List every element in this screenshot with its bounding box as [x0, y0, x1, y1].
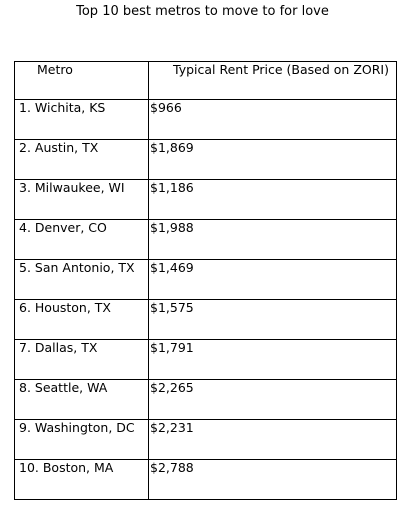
metro-cell: 3. Milwaukee, WI: [14, 179, 149, 220]
metro-cell: 1. Wichita, KS: [14, 99, 149, 140]
rent-price-cell: $2,231: [148, 419, 397, 460]
table-row: 4. Denver, CO $1,988: [14, 219, 397, 260]
table-row: 6. Houston, TX $1,575: [14, 299, 397, 340]
metro-cell: 9. Washington, DC: [14, 419, 149, 460]
rent-price-cell: $2,265: [148, 379, 397, 420]
rent-price-cell: $1,869: [148, 139, 397, 180]
table-row: 2. Austin, TX $1,869: [14, 139, 397, 180]
metro-cell: 10. Boston, MA: [14, 459, 149, 500]
rent-price-cell: $1,575: [148, 299, 397, 340]
table-row: 1. Wichita, KS $966: [14, 99, 397, 140]
metro-cell: 4. Denver, CO: [14, 219, 149, 260]
rent-price-cell: $1,988: [148, 219, 397, 260]
rent-price-cell: $1,791: [148, 339, 397, 380]
table-row: 10. Boston, MA $2,788: [14, 459, 397, 500]
table-row: 3. Milwaukee, WI $1,186: [14, 179, 397, 220]
page-title: Top 10 best metros to move to for love: [76, 4, 329, 19]
metro-cell: 2. Austin, TX: [14, 139, 149, 180]
rent-price-cell: $1,186: [148, 179, 397, 220]
table-header-row: Metro Typical Rent Price (Based on ZORI): [14, 61, 397, 100]
metro-cell: 6. Houston, TX: [14, 299, 149, 340]
column-header-metro: Metro: [14, 61, 149, 100]
rent-price-cell: $2,788: [148, 459, 397, 500]
metro-cell: 7. Dallas, TX: [14, 339, 149, 380]
table-row: 8. Seattle, WA $2,265: [14, 379, 397, 420]
table-row: 5. San Antonio, TX $1,469: [14, 259, 397, 300]
table-row: 9. Washington, DC $2,231: [14, 419, 397, 460]
rent-price-cell: $1,469: [148, 259, 397, 300]
metro-cell: 5. San Antonio, TX: [14, 259, 149, 300]
table-row: 7. Dallas, TX $1,791: [14, 339, 397, 380]
metro-cell: 8. Seattle, WA: [14, 379, 149, 420]
rent-price-cell: $966: [148, 99, 397, 140]
column-header-rent-price: Typical Rent Price (Based on ZORI): [148, 61, 397, 100]
rent-table: Metro Typical Rent Price (Based on ZORI)…: [14, 61, 397, 500]
